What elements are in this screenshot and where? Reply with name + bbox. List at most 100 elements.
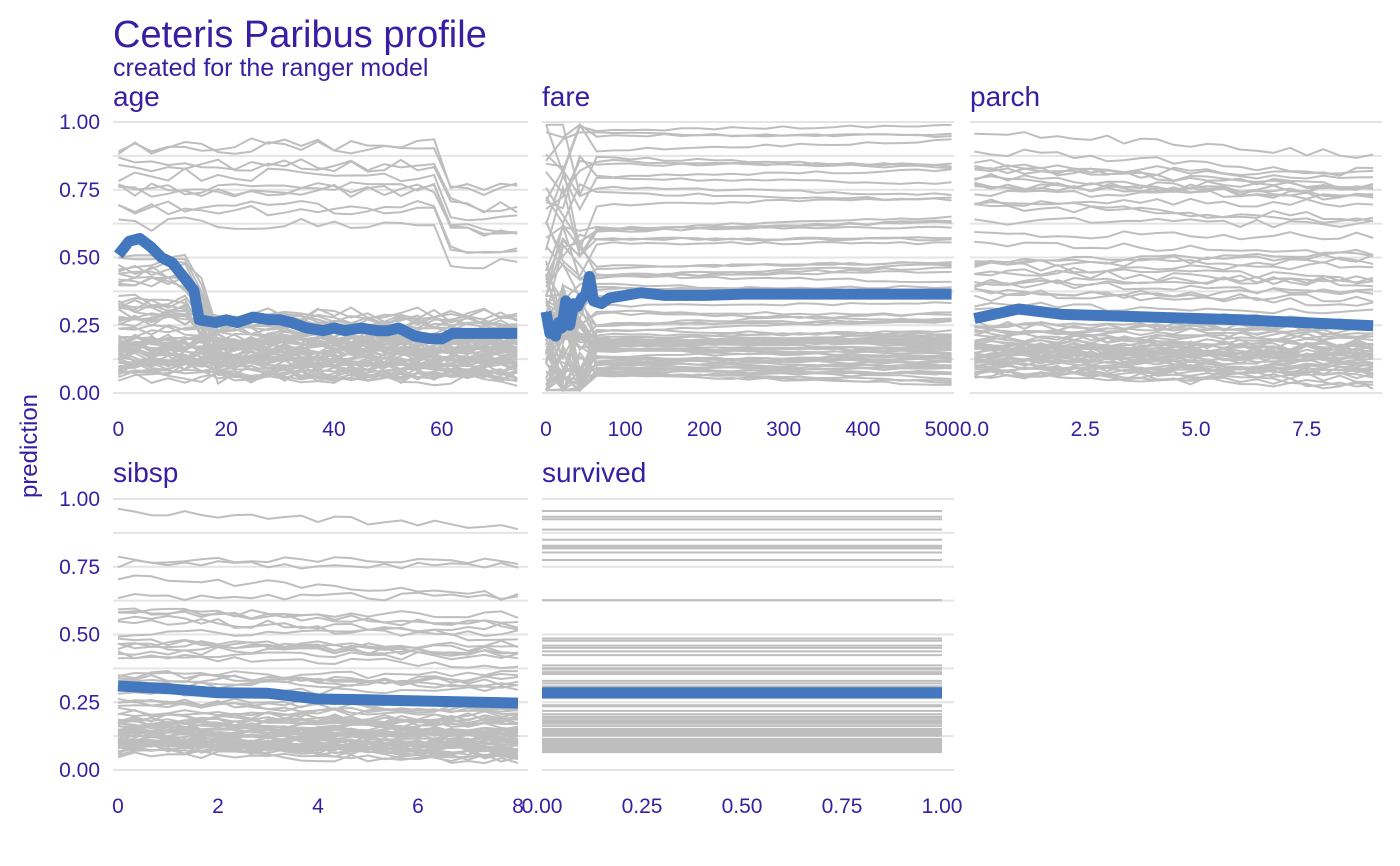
profile-line bbox=[974, 323, 1374, 336]
profile-line bbox=[117, 299, 518, 383]
panel-label-fare: fare bbox=[542, 81, 590, 112]
x-tick-label: 0.0 bbox=[960, 418, 989, 441]
y-tick-label: 1.00 bbox=[59, 111, 100, 134]
panel-sibsp: sibsp 0 2 4 6 8 0.00 0.25 0.50 0.75 1.00 bbox=[59, 457, 528, 818]
profile-line bbox=[974, 329, 1374, 344]
profile-line bbox=[117, 673, 519, 685]
x-tick-label: 0 bbox=[540, 418, 552, 441]
profile-line bbox=[974, 279, 1374, 296]
x-tick-label: 100 bbox=[608, 418, 643, 441]
profile-line bbox=[974, 351, 1374, 364]
average-profile-line-parch bbox=[973, 303, 1374, 332]
profile-line bbox=[974, 301, 1374, 315]
profile-line bbox=[974, 180, 1374, 190]
average-profile-line-age bbox=[114, 233, 518, 345]
x-tick-label: 0.75 bbox=[822, 795, 863, 818]
x-tick-label: 0 bbox=[113, 418, 125, 441]
profile-line bbox=[118, 203, 518, 254]
profile-line bbox=[546, 361, 952, 392]
panel-fare: fare 0 100 200 300 400 500 bbox=[540, 81, 960, 441]
profile-line bbox=[545, 131, 952, 162]
panel-survived: survived 0.00 0.25 0.50 0.75 1.00 bbox=[522, 457, 963, 818]
x-tick-label: 5.0 bbox=[1181, 418, 1210, 441]
panel-label-age: age bbox=[113, 81, 160, 112]
profile-line bbox=[545, 168, 952, 202]
average-profile-line-fare bbox=[540, 271, 952, 342]
x-tick-label: 2 bbox=[212, 795, 224, 818]
profile-line bbox=[974, 197, 1374, 208]
profile-line bbox=[974, 275, 1374, 289]
profile-line bbox=[117, 639, 519, 650]
profile-line bbox=[974, 240, 1374, 256]
panel-label-parch: parch bbox=[970, 81, 1040, 112]
profile-line bbox=[117, 738, 519, 756]
profile-line bbox=[545, 350, 952, 392]
profile-line bbox=[545, 260, 952, 325]
profile-line bbox=[118, 216, 518, 270]
profile-line bbox=[974, 287, 1374, 303]
profile-line bbox=[545, 225, 952, 272]
y-tick-label: 1.00 bbox=[59, 488, 100, 511]
profile-line bbox=[117, 307, 518, 323]
profile-line bbox=[117, 618, 519, 638]
profile-line bbox=[974, 216, 1374, 229]
profile-line bbox=[117, 671, 519, 686]
y-tick-label: 0.75 bbox=[59, 556, 100, 579]
profile-line bbox=[545, 221, 952, 259]
profile-line bbox=[118, 313, 518, 330]
profile-line bbox=[117, 559, 519, 570]
x-tick-label: 7.5 bbox=[1292, 418, 1321, 441]
profile-line bbox=[118, 158, 518, 214]
profile-line bbox=[118, 369, 518, 385]
profile-line bbox=[545, 311, 952, 378]
profile-line bbox=[117, 642, 519, 660]
profile-line bbox=[974, 335, 1374, 350]
x-tick-label: 300 bbox=[766, 418, 801, 441]
profile-line bbox=[545, 122, 952, 173]
average-profile-line-sibsp bbox=[117, 680, 519, 709]
x-tick-label: 200 bbox=[687, 418, 722, 441]
profile-line bbox=[545, 293, 952, 328]
profile-line bbox=[974, 158, 1374, 180]
panel-age: age 0 20 40 60 0.00 0.25 0.50 0.75 1.00 bbox=[59, 81, 528, 441]
x-tick-label: 0.25 bbox=[622, 795, 663, 818]
profile-line bbox=[974, 188, 1374, 199]
profile-line bbox=[545, 317, 952, 376]
profile-line bbox=[118, 297, 518, 379]
panel-parch: parch 0.0 2.5 5.0 7.5 bbox=[960, 81, 1382, 441]
profile-line bbox=[545, 325, 952, 391]
panel-label-survived: survived bbox=[542, 457, 646, 488]
profile-line bbox=[546, 123, 952, 198]
y-tick-label: 0.50 bbox=[59, 247, 100, 270]
profile-line bbox=[117, 721, 519, 741]
profile-line bbox=[545, 318, 952, 380]
x-tick-label: 2.5 bbox=[1071, 418, 1100, 441]
profile-line bbox=[974, 198, 1374, 224]
profile-line bbox=[545, 123, 952, 176]
profile-line bbox=[117, 607, 519, 625]
profile-line bbox=[117, 507, 519, 531]
profile-line bbox=[118, 181, 518, 234]
profile-line bbox=[117, 199, 518, 255]
x-tick-label: 20 bbox=[215, 418, 238, 441]
x-tick-label: 1.00 bbox=[922, 795, 963, 818]
profile-line bbox=[117, 591, 519, 602]
profile-line bbox=[117, 725, 519, 743]
profile-line bbox=[545, 220, 952, 281]
panel-label-sibsp: sibsp bbox=[113, 457, 178, 488]
profile-line bbox=[974, 351, 1374, 365]
profile-line bbox=[974, 261, 1374, 277]
x-tick-label: 400 bbox=[845, 418, 880, 441]
profile-line bbox=[117, 555, 519, 565]
profile-line bbox=[545, 289, 952, 378]
profile-line bbox=[545, 292, 952, 373]
x-tick-label: 4 bbox=[312, 795, 324, 818]
profile-line bbox=[545, 159, 952, 210]
x-tick-label: 40 bbox=[322, 418, 345, 441]
profile-line bbox=[545, 220, 952, 278]
y-tick-label: 0.75 bbox=[59, 179, 100, 202]
x-tick-label: 500 bbox=[925, 418, 960, 441]
y-tick-label: 0.00 bbox=[59, 382, 100, 405]
profile-line bbox=[117, 738, 519, 758]
profile-line bbox=[545, 222, 952, 298]
